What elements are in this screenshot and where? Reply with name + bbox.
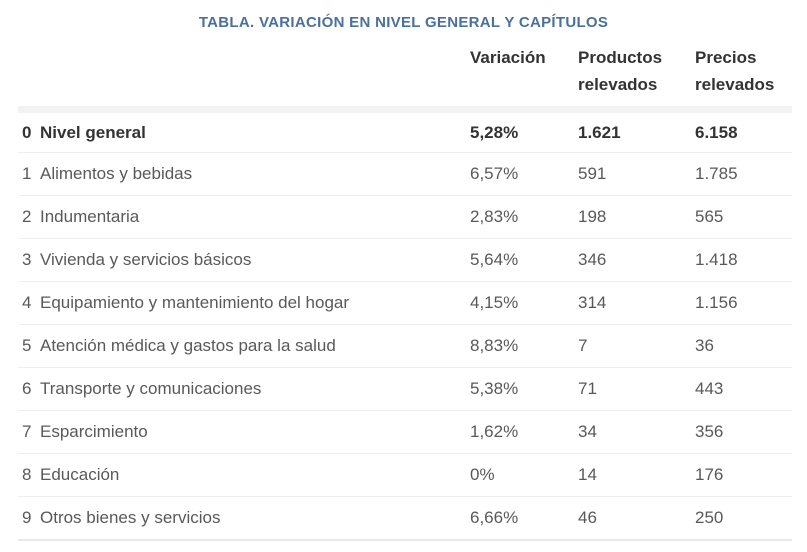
row-variacion-value: 0% xyxy=(470,453,578,497)
row-precios-value: 356 xyxy=(695,410,792,454)
row-precios-value: 6.158 xyxy=(695,109,792,153)
row-category-cell: 7 Esparcimiento xyxy=(18,410,470,454)
variation-table: Variación Productos relevados Precios re… xyxy=(18,44,792,541)
row-variacion-value: 4,15% xyxy=(470,281,578,325)
header-precios-line2: relevados xyxy=(695,75,775,94)
row-category-cell: 1 Alimentos y bebidas xyxy=(18,152,470,196)
table-row: 2 Indumentaria 2,83% 198 565 xyxy=(18,195,792,239)
row-category-cell: 9 Otros bienes y servicios xyxy=(18,496,470,541)
header-productos-line1: Productos xyxy=(578,48,663,67)
table-row: 6 Transporte y comunicaciones 5,38% 71 44… xyxy=(18,367,792,411)
row-category-cell: 6 Transporte y comunicaciones xyxy=(18,367,470,411)
row-variacion-value: 8,83% xyxy=(470,324,578,368)
row-precios-value: 1.785 xyxy=(695,152,792,196)
page-title: TABLA. VARIACIÓN EN NIVEL GENERAL Y CAPÍ… xyxy=(198,14,609,31)
table-row: 7 Esparcimiento 1,62% 34 356 xyxy=(18,410,792,454)
header-category xyxy=(18,44,470,113)
table-row: 8 Educación 0% 14 176 xyxy=(18,453,792,497)
row-precios-value: 176 xyxy=(695,453,792,497)
row-productos-value: 346 xyxy=(578,238,695,282)
row-precios-value: 250 xyxy=(695,496,792,541)
header-productos-line2: relevados xyxy=(578,75,658,94)
row-variacion-value: 5,64% xyxy=(470,238,578,282)
row-category-cell: 0 Nivel general xyxy=(18,109,470,153)
table-row: 3 Vivienda y servicios básicos 5,64% 346 … xyxy=(18,238,792,282)
row-productos-value: 46 xyxy=(578,496,695,541)
row-chapter-label: Atención médica y gastos para la salud xyxy=(40,336,336,355)
row-variacion-value: 2,83% xyxy=(470,195,578,239)
header-precios-relevados: Precios relevados xyxy=(695,44,792,113)
row-precios-value: 1.156 xyxy=(695,281,792,325)
row-chapter-label: Vivienda y servicios básicos xyxy=(40,250,252,269)
row-chapter-label: Indumentaria xyxy=(40,207,140,226)
row-category-cell: 5 Atención médica y gastos para la salud xyxy=(18,324,470,368)
row-productos-value: 591 xyxy=(578,152,695,196)
row-chapter-label: Otros bienes y servicios xyxy=(40,507,221,527)
table-header-row: Variación Productos relevados Precios re… xyxy=(18,44,792,113)
row-productos-value: 314 xyxy=(578,281,695,325)
row-category-cell: 8 Educación xyxy=(18,453,470,497)
table-row: 4 Equipamiento y mantenimiento del hogar … xyxy=(18,281,792,325)
row-productos-value: 198 xyxy=(578,195,695,239)
row-category-cell: 4 Equipamiento y mantenimiento del hogar xyxy=(18,281,470,325)
row-chapter-label: Nivel general xyxy=(40,122,146,142)
row-chapter-number: 4 xyxy=(22,293,32,312)
row-variacion-value: 1,62% xyxy=(470,410,578,454)
row-category-cell: 3 Vivienda y servicios básicos xyxy=(18,238,470,282)
row-variacion-value: 6,66% xyxy=(470,496,578,541)
row-chapter-label: Alimentos y bebidas xyxy=(40,164,193,183)
row-chapter-number: 6 xyxy=(22,379,32,398)
table-row: 5 Atención médica y gastos para la salud … xyxy=(18,324,792,368)
header-precios-line1: Precios xyxy=(695,48,757,67)
row-chapter-number: 0 xyxy=(22,122,32,142)
table-header: Variación Productos relevados Precios re… xyxy=(18,44,792,113)
row-chapter-number: 5 xyxy=(22,336,32,355)
row-chapter-number: 3 xyxy=(22,250,32,269)
row-variacion-value: 5,38% xyxy=(470,367,578,411)
header-productos-relevados: Productos relevados xyxy=(578,44,695,113)
row-variacion-value: 6,57% xyxy=(470,152,578,196)
row-category-cell: 2 Indumentaria xyxy=(18,195,470,239)
row-productos-value: 14 xyxy=(578,453,695,497)
row-precios-value: 565 xyxy=(695,195,792,239)
row-precios-value: 1.418 xyxy=(695,238,792,282)
row-chapter-number: 8 xyxy=(22,465,32,484)
row-chapter-number: 9 xyxy=(22,507,32,527)
row-precios-value: 36 xyxy=(695,324,792,368)
table-row: 9 Otros bienes y servicios 6,66% 46 250 xyxy=(18,496,792,541)
table-body: 0 Nivel general 5,28% 1.621 6.158 1 Alimen… xyxy=(18,109,792,541)
table-row: 1 Alimentos y bebidas 6,57% 591 1.785 xyxy=(18,152,792,196)
row-chapter-label: Esparcimiento xyxy=(40,422,148,441)
header-variacion: Variación xyxy=(470,44,578,113)
row-chapter-number: 7 xyxy=(22,422,32,441)
row-chapter-label: Equipamiento y mantenimiento del hogar xyxy=(40,293,350,312)
row-chapter-number: 2 xyxy=(22,207,32,226)
row-chapter-label: Educación xyxy=(40,465,120,484)
header-variacion-label: Variación xyxy=(470,48,546,67)
table-row: 0 Nivel general 5,28% 1.621 6.158 xyxy=(18,109,792,153)
row-chapter-number: 1 xyxy=(22,164,32,183)
row-precios-value: 443 xyxy=(695,367,792,411)
row-chapter-label: Transporte y comunicaciones xyxy=(40,379,262,398)
row-productos-value: 7 xyxy=(578,324,695,368)
row-productos-value: 34 xyxy=(578,410,695,454)
row-productos-value: 71 xyxy=(578,367,695,411)
row-productos-value: 1.621 xyxy=(578,109,695,153)
row-variacion-value: 5,28% xyxy=(470,109,578,153)
